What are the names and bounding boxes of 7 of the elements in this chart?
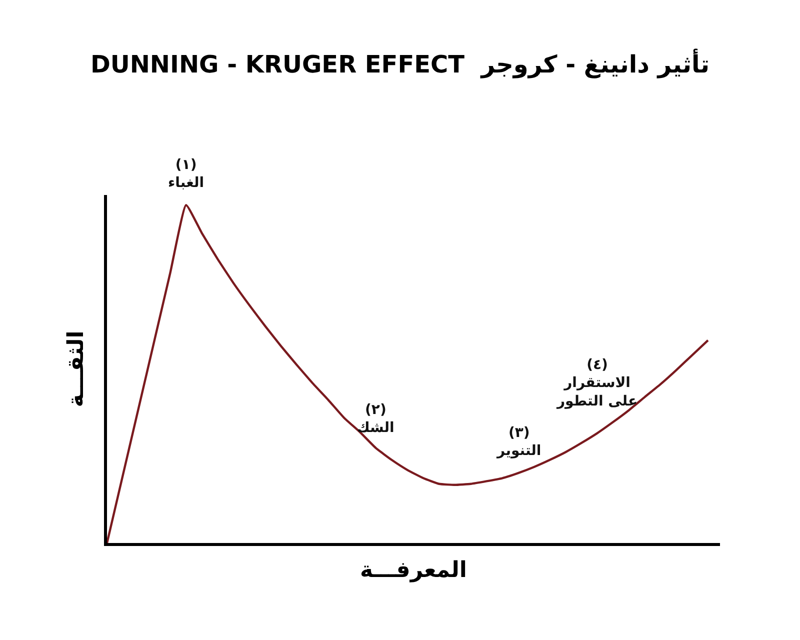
annotation: (٢) الشك: [357, 402, 394, 436]
y-axis-title: الثقـــة: [64, 330, 90, 408]
chart-title: DUNNING - KRUGER EFFECT تأثير دانينغ - كروجر: [90, 48, 710, 78]
annotation: (٣) التنوير: [496, 425, 542, 460]
annotation: (٤) الاستقرار على التطور: [556, 357, 638, 410]
x-axis-title: المعرفـــة: [360, 558, 467, 584]
text: (١) الغباء: [168, 157, 204, 192]
